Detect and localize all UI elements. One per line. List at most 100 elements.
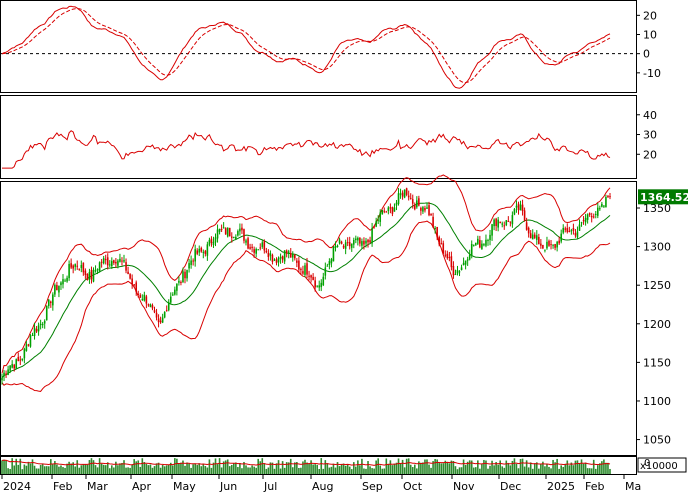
candle-body (149, 304, 152, 308)
volume-bar (590, 468, 593, 474)
candle-body (47, 299, 50, 306)
x-tick-label: 2025 (547, 480, 575, 493)
candle-body (509, 221, 512, 223)
volume-bar (466, 461, 469, 474)
candle-body (269, 253, 272, 256)
volume-bar (350, 469, 353, 474)
volume-zero-tick: 0 (644, 458, 650, 469)
volume-bar (507, 462, 510, 474)
volume-bar (517, 468, 520, 474)
candle-body (245, 240, 247, 243)
volume-bar (194, 463, 196, 474)
volume-bar (509, 465, 512, 474)
candle-body (308, 275, 310, 277)
candle-body (62, 279, 64, 285)
candle-body (200, 247, 203, 252)
candle-body (318, 285, 321, 288)
volume-bar (178, 463, 180, 474)
candle-body (172, 294, 174, 296)
volume-bar (397, 458, 400, 474)
volume-bar (304, 459, 306, 474)
candle-body (310, 275, 312, 278)
candle-body (39, 323, 42, 326)
candle-body (302, 271, 304, 274)
candle-body (143, 294, 146, 301)
candle-body (428, 205, 430, 216)
candle-body (273, 259, 276, 261)
candle-body (588, 213, 591, 215)
candle-body (499, 221, 501, 224)
volume-bar (332, 463, 335, 474)
x-tick-label: Ma (625, 480, 641, 493)
candle-body (350, 243, 353, 248)
x-tick-label: Apr (132, 480, 152, 493)
volume-bar (228, 466, 231, 474)
volume-bar (328, 467, 331, 474)
candle-body (58, 285, 60, 293)
candle-body (507, 220, 510, 222)
volume-bar (428, 464, 430, 474)
volume-bar (3, 459, 5, 474)
volume-bar (513, 458, 516, 474)
candle-body (594, 213, 597, 215)
candle-body (590, 215, 593, 218)
candle-body (23, 348, 26, 359)
candle-body (479, 240, 481, 248)
candle-body (399, 193, 402, 195)
candle-body (576, 231, 579, 238)
volume-bar (373, 468, 375, 474)
volume-bar (117, 465, 119, 474)
volume-panel (1, 458, 611, 474)
candle-body (43, 320, 46, 324)
price-y-label: 1200 (643, 318, 671, 331)
volume-bar (216, 464, 219, 474)
volume-bar (566, 460, 569, 474)
candle-body (228, 227, 231, 237)
volume-bar (21, 469, 24, 474)
volume-bar (237, 467, 239, 474)
candle-body (220, 229, 223, 231)
candle-body (123, 260, 125, 262)
candle-body (113, 260, 115, 263)
volume-bar (312, 464, 314, 474)
candle-body (184, 271, 186, 279)
candle-body (237, 231, 239, 236)
candle-body (487, 240, 489, 242)
x-tick-label: Feb (585, 480, 604, 493)
volume-bar (407, 458, 410, 474)
volume-bar (322, 468, 325, 474)
volume-bar (125, 467, 127, 474)
candle-body (405, 188, 408, 195)
volume-bar (330, 466, 333, 474)
volume-bar (458, 467, 461, 474)
volume-bar (487, 468, 489, 474)
x-tick-label: Mar (87, 480, 108, 493)
candle-body (357, 237, 359, 241)
candle-body (592, 216, 595, 218)
volume-bar (393, 463, 396, 474)
candle-body (11, 364, 13, 368)
rsi-panel (2, 130, 611, 169)
volume-bar (576, 460, 579, 474)
volume-bar (182, 460, 184, 474)
candle-body (41, 323, 44, 326)
candle-body (446, 253, 449, 259)
candle-body (418, 198, 420, 206)
volume-bar (157, 462, 160, 474)
volume-bar (86, 464, 89, 474)
indicator-line (2, 130, 611, 169)
candle-body (157, 318, 160, 323)
volume-bar (269, 462, 272, 474)
volume-bar (35, 468, 38, 474)
candle-body (31, 335, 34, 337)
volume-bar (361, 458, 363, 474)
candle-body (9, 365, 11, 371)
candle-body (241, 227, 243, 231)
volume-bar (483, 459, 485, 474)
frame-rsi (0, 95, 637, 179)
volume-bar (560, 465, 562, 474)
volume-bar (316, 464, 318, 474)
volume-bar (550, 468, 552, 474)
volume-bar (188, 463, 190, 474)
candle-body (381, 209, 384, 215)
